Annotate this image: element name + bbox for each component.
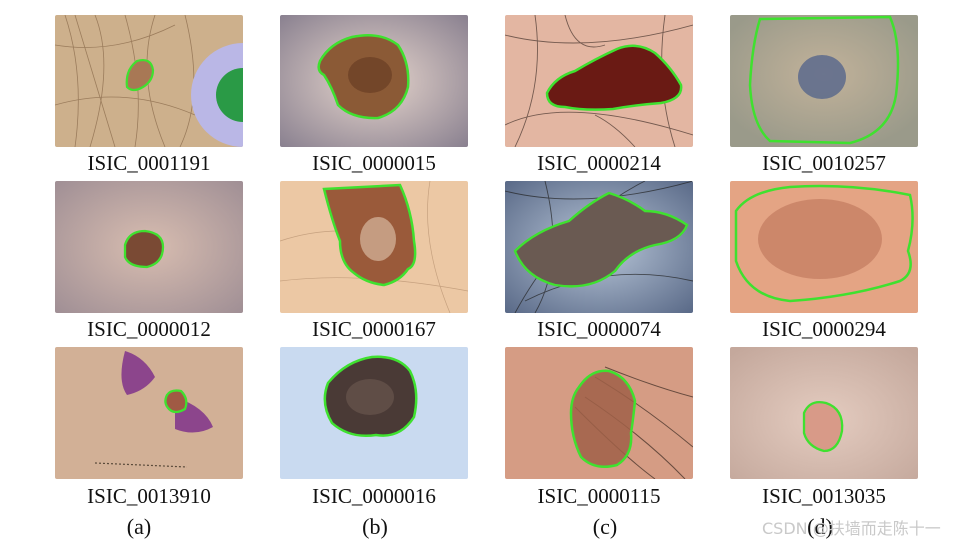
lesion-image-isic-0000214 bbox=[505, 15, 693, 147]
column-label-c: (c) bbox=[592, 514, 618, 539]
image-caption: ISIC_0001191 bbox=[87, 151, 211, 175]
column-label-d: (d) bbox=[807, 514, 833, 539]
image-caption: ISIC_0000115 bbox=[537, 484, 661, 508]
image-caption: ISIC_0000015 bbox=[312, 151, 436, 175]
lesion-image-isic-0010257 bbox=[730, 15, 918, 147]
lesion-image-isic-0000115 bbox=[505, 347, 693, 479]
lesion-image-isic-0000015 bbox=[280, 15, 468, 147]
lesion-image-isic-0013910 bbox=[55, 347, 243, 479]
image-caption: ISIC_0000074 bbox=[537, 317, 661, 341]
lesion-image-isic-0000167 bbox=[280, 181, 468, 313]
lesion-image-isic-0001191 bbox=[55, 15, 243, 147]
image-caption: ISIC_0000016 bbox=[312, 484, 436, 508]
image-caption: ISIC_0000214 bbox=[537, 151, 661, 175]
lesion-image-isic-0000012 bbox=[55, 181, 243, 313]
column-label-b: (b) bbox=[362, 514, 388, 539]
image-caption: ISIC_0000167 bbox=[312, 317, 436, 341]
column-label-a: (a) bbox=[126, 514, 152, 539]
image-caption: ISIC_0000294 bbox=[762, 317, 886, 341]
lesion-image-isic-0013035 bbox=[730, 347, 918, 479]
image-caption: ISIC_0000012 bbox=[87, 317, 211, 341]
image-caption: ISIC_0013035 bbox=[762, 484, 886, 508]
lesion-image-isic-0000294 bbox=[730, 181, 918, 313]
lesion-image-isic-0000016 bbox=[280, 347, 468, 479]
image-caption: ISIC_0010257 bbox=[762, 151, 886, 175]
watermark: CSDN @扶墙而走陈十一 bbox=[762, 519, 941, 538]
image-caption: ISIC_0013910 bbox=[87, 484, 211, 508]
lesion-image-isic-0000074 bbox=[505, 181, 693, 313]
